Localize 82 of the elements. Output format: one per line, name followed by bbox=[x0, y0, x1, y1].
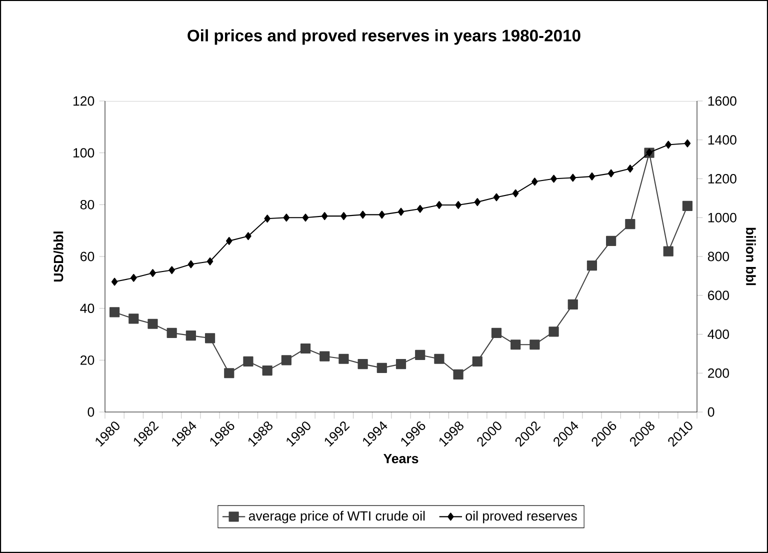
y-tick-label: 100 bbox=[73, 148, 94, 158]
point bbox=[548, 326, 559, 337]
legend-label: average price of WTI crude oil bbox=[248, 510, 425, 524]
point bbox=[665, 140, 672, 149]
point bbox=[245, 232, 252, 240]
point bbox=[434, 354, 444, 364]
point bbox=[493, 193, 500, 202]
y-axis-title: USD/bbl bbox=[53, 232, 64, 282]
y-tick-label: 60 bbox=[80, 252, 94, 262]
point bbox=[376, 362, 387, 373]
point bbox=[148, 318, 158, 329]
y2-axis-title: bilion bbl bbox=[746, 228, 756, 286]
point bbox=[455, 201, 462, 209]
point bbox=[340, 212, 347, 220]
y2-tick-label: 400 bbox=[708, 330, 730, 339]
point bbox=[530, 340, 540, 350]
point bbox=[627, 164, 634, 173]
point bbox=[188, 260, 194, 268]
point bbox=[663, 246, 674, 256]
point bbox=[186, 330, 196, 341]
point bbox=[398, 208, 404, 216]
y-tick-label: 20 bbox=[80, 355, 94, 365]
x-axis-title: Years bbox=[384, 454, 418, 464]
point bbox=[166, 328, 177, 338]
point bbox=[532, 178, 538, 186]
point bbox=[302, 214, 309, 222]
point bbox=[204, 333, 216, 344]
point bbox=[206, 257, 214, 266]
point bbox=[396, 359, 406, 370]
y2-tick-label: 200 bbox=[708, 368, 730, 378]
point bbox=[358, 359, 368, 370]
point bbox=[606, 236, 616, 246]
point bbox=[608, 169, 614, 178]
y2-tick-label: 800 bbox=[708, 252, 730, 262]
point bbox=[416, 204, 424, 213]
point bbox=[684, 139, 691, 148]
y-tick-label: 80 bbox=[80, 200, 94, 210]
point bbox=[281, 355, 292, 366]
point bbox=[550, 174, 557, 183]
point bbox=[568, 299, 578, 310]
point bbox=[300, 343, 311, 354]
y2-tick-label: 1600 bbox=[708, 96, 736, 106]
point bbox=[360, 210, 366, 219]
point bbox=[226, 236, 232, 245]
point bbox=[321, 212, 328, 220]
y2-tick-label: 1400 bbox=[708, 135, 736, 145]
y-tick-label: 120 bbox=[73, 96, 94, 106]
point bbox=[378, 210, 386, 219]
point bbox=[588, 172, 596, 180]
point bbox=[510, 340, 521, 350]
point bbox=[130, 274, 137, 282]
point bbox=[586, 260, 598, 271]
point bbox=[264, 214, 270, 223]
point bbox=[224, 368, 234, 378]
point bbox=[472, 356, 482, 367]
legend-label: oil proved reserves bbox=[466, 510, 577, 524]
point bbox=[283, 214, 290, 222]
point bbox=[453, 369, 464, 380]
point bbox=[682, 200, 693, 212]
point bbox=[109, 307, 120, 318]
y-tick-label: 0 bbox=[88, 407, 94, 417]
point bbox=[243, 356, 254, 367]
point bbox=[436, 201, 442, 209]
point bbox=[625, 219, 636, 230]
point bbox=[570, 174, 576, 182]
point bbox=[512, 189, 519, 198]
point bbox=[150, 269, 156, 278]
y2-tick-label: 600 bbox=[708, 290, 730, 300]
chart-title: Oil prices and proved reserves in years 1980-2010 bbox=[188, 29, 580, 45]
y-tick-label: 40 bbox=[80, 304, 94, 314]
y2-tick-label: 0 bbox=[708, 407, 714, 417]
point bbox=[128, 314, 139, 324]
point bbox=[262, 365, 272, 376]
point bbox=[111, 278, 118, 286]
point bbox=[474, 198, 481, 206]
point bbox=[320, 351, 330, 362]
y2-tick-label: 1200 bbox=[708, 174, 736, 184]
point bbox=[415, 350, 426, 360]
point bbox=[168, 266, 175, 274]
point bbox=[338, 354, 349, 364]
point bbox=[491, 328, 502, 338]
y2-tick-label: 1000 bbox=[708, 212, 736, 222]
